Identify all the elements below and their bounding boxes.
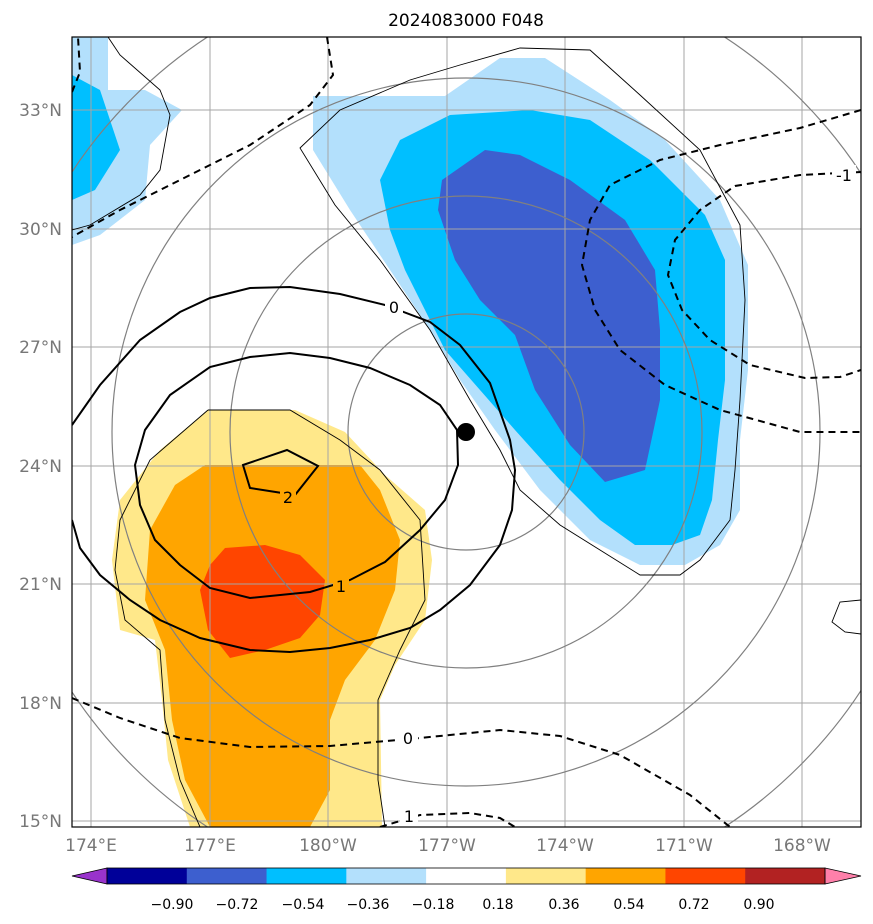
contour-2 [241,448,320,497]
negative-shading-strong [438,150,660,482]
colorbar-extend-low [71,867,108,885]
colorbar-tick: −0.36 [347,897,390,913]
lat-tick: 21°N [19,575,62,595]
colorbar-tick: 0.90 [743,897,774,913]
colorbar-cell [107,868,188,884]
map-frame [71,36,862,828]
lon-tick: 171°W [655,836,713,856]
contour-label-0: 0 [389,298,399,317]
contour-label-1: 1 [336,577,346,596]
colorbar: −0.90 −0.72 −0.54 −0.36 −0.18 0.18 0.36 … [71,867,862,913]
colorbar-tick: −0.90 [151,897,194,913]
colorbar-cell [505,868,587,884]
colorbar-cell [186,868,268,884]
lat-tick: 33°N [19,101,62,121]
figure-title: 2024083000 F048 [388,11,544,31]
contour-label-0-south: 0 [403,729,413,748]
lat-tick: 18°N [19,694,62,714]
contour-labels: 0 1 2 -1 0 1 [280,165,856,826]
solid-contours [72,285,517,654]
lat-tick: 24°N [19,457,62,477]
lat-tick: 15°N [19,812,62,832]
colorbar-cell [346,868,427,884]
colorbar-ticks: −0.90 −0.72 −0.54 −0.36 −0.18 0.18 0.36 … [151,897,775,913]
colorbar-cell [266,868,347,884]
map-panel: 0 1 2 -1 0 1 [72,37,861,827]
storm-center-marker [457,423,475,441]
contour-0 [72,285,517,654]
colorbar-cell [585,868,666,884]
lon-tick: 174°W [536,836,594,856]
negative-shading-medium-nw [72,75,120,200]
negative-shading-light-nw [72,37,182,245]
lon-tick: 177°W [418,836,476,856]
colorbar-tick: 0.54 [613,897,644,913]
lat-tick: 30°N [19,220,62,240]
colorbar-outline [106,867,826,885]
lon-tick: 174°E [65,836,117,856]
colorbar-tick: −0.18 [412,897,455,913]
colorbar-cell [665,868,746,884]
lon-tick: 168°W [773,836,831,856]
colorbar-cells [71,867,862,885]
colorbar-tick: −0.54 [282,897,325,913]
colorbar-extend-high [824,867,862,885]
positive-shading-strong [200,545,325,658]
lon-tick-labels: 174°E 177°E 180°W 177°W 174°W 171°W 168°… [65,836,831,856]
contour-label-neg1-east: -1 [836,166,852,185]
colorbar-tick: −0.72 [216,897,259,913]
colorbar-tick: 0.72 [678,897,709,913]
colorbar-cell [426,868,507,884]
contour-1 [133,351,460,600]
thin-outline-contours [72,37,861,827]
colorbar-tick: 0.36 [548,897,579,913]
gridlines [72,37,861,827]
lat-tick-labels: 33°N 30°N 27°N 24°N 21°N 18°N 15°N [19,101,62,832]
colorbar-cell [745,868,826,884]
lon-tick: 177°E [184,836,236,856]
contour-label-1-south: 1 [404,807,414,826]
colorbar-tick: 0.18 [482,897,513,913]
contour-label-2: 2 [283,488,293,507]
lat-tick: 27°N [19,338,62,358]
lon-tick: 180°W [299,836,357,856]
